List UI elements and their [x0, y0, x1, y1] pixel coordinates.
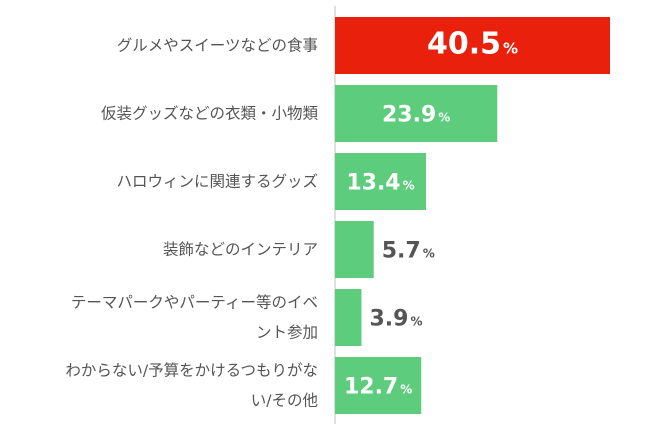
value-label-2: 13.4% — [346, 171, 414, 196]
category-label-3: 装飾などのインテリア — [163, 241, 318, 259]
value-label-0: 40.5% — [427, 27, 518, 62]
category-label-4-line-1: ント参加 — [256, 324, 318, 342]
bars — [335, 17, 610, 414]
value-label-1: 23.9% — [382, 103, 450, 128]
category-label-1: 仮装グッズなどの衣類・小物類 — [101, 105, 319, 123]
value-label-5: 12.7% — [344, 375, 412, 400]
value-labels: 40.5 % 23.9 % 13.4 % 5.7 % 3.9 % 12.7% — [344, 27, 518, 400]
category-label-5-line-1: い/その他 — [251, 392, 318, 410]
category-label-4-line-0: テーマパークやパーティー等のイベ — [71, 294, 318, 312]
bar-0 — [335, 17, 610, 74]
bar-5 — [335, 357, 422, 414]
bar-4 — [335, 289, 362, 346]
value-label-3: 5.7% — [382, 239, 435, 264]
category-labels: グルメやスイーツなどの食事仮装グッズなどの衣類・小物類ハロウィンに関連するグッズ… — [65, 37, 318, 410]
category-label-0: グルメやスイーツなどの食事 — [117, 37, 318, 55]
category-label-2: ハロウィンに関連するグッズ — [116, 173, 318, 191]
bar-2 — [335, 153, 426, 210]
category-label-5-line-0: わからない/予算をかけるつもりがな — [65, 361, 318, 380]
bar-1 — [335, 85, 498, 142]
value-label-4: 3.9% — [369, 307, 422, 332]
bar-3 — [335, 221, 374, 278]
